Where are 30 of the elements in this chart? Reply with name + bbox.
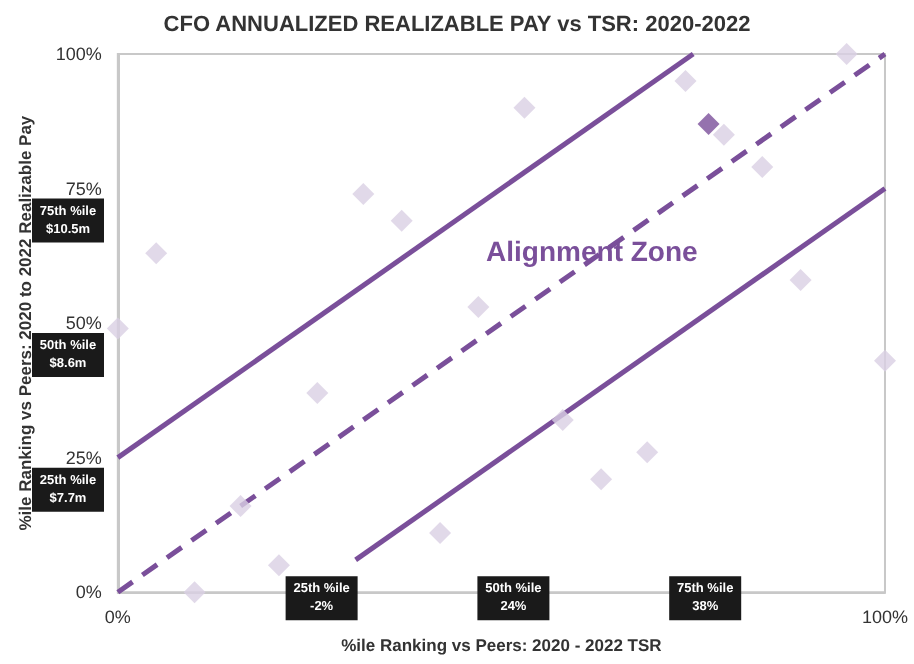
point — [267, 554, 290, 577]
x-axis-title: %ile Ranking vs Peers: 2020 - 2022 TSR — [341, 635, 662, 655]
annotation: Alignment Zone — [486, 234, 699, 267]
point — [229, 495, 252, 518]
point — [183, 581, 206, 604]
chart-title: CFO ANNUALIZED REALIZABLE PAY vs TSR: 2020-2022 — [163, 13, 751, 37]
point — [789, 269, 812, 292]
point — [352, 182, 375, 205]
point — [636, 441, 659, 464]
point — [513, 96, 536, 119]
point — [674, 69, 697, 92]
point — [697, 112, 720, 135]
point — [712, 123, 735, 146]
y-axis-title: %ile Ranking vs Peers: 2020 to 2022 Realizable Pay — [15, 115, 35, 531]
y-tick-label: 50% — [65, 313, 102, 334]
point — [873, 349, 896, 372]
point — [145, 242, 168, 265]
point — [429, 522, 452, 544]
point — [835, 43, 858, 65]
y-tick-label: 25% — [65, 447, 102, 468]
point — [390, 209, 413, 232]
point — [751, 156, 774, 179]
point — [467, 295, 490, 318]
point — [306, 382, 329, 405]
y-tick-label: 100% — [55, 44, 102, 64]
point — [106, 317, 129, 340]
y-tick-label: 75% — [65, 178, 102, 199]
y-tick-label: 0% — [75, 582, 102, 603]
point — [551, 408, 574, 431]
point — [590, 468, 613, 491]
